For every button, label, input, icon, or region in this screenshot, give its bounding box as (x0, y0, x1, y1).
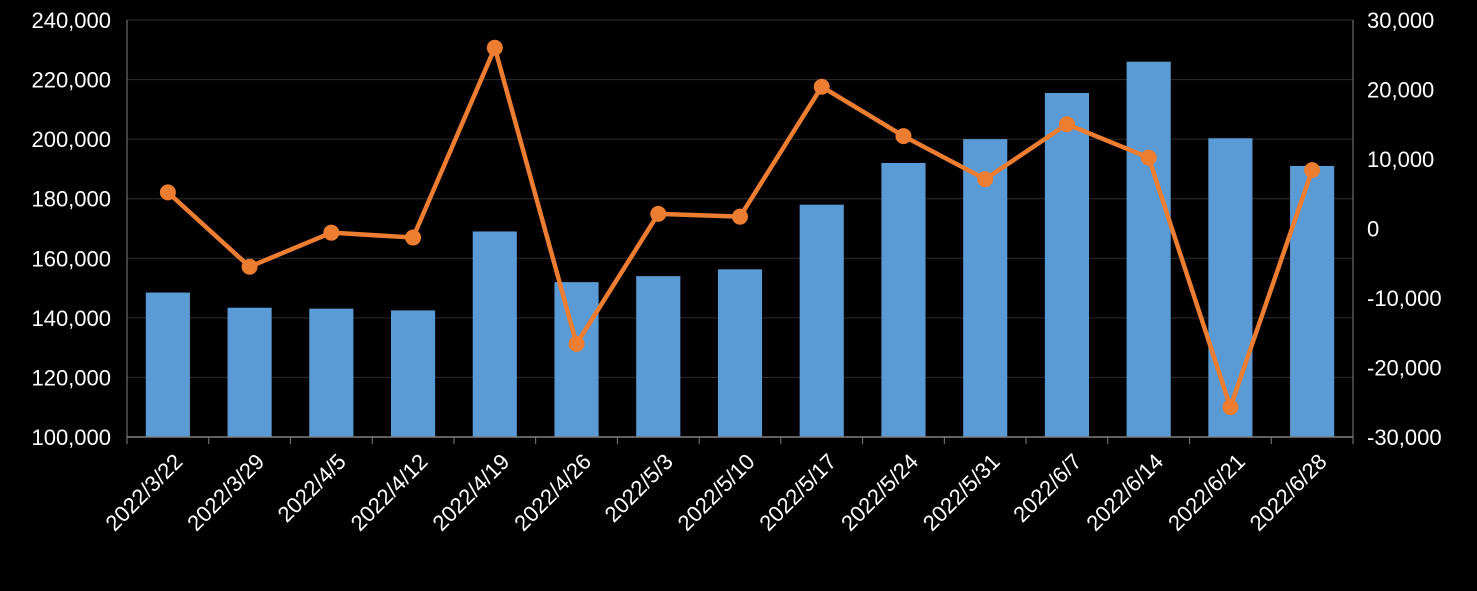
y-axis-left-tick-label: 220,000 (31, 68, 111, 93)
y-axis-left-tick-label: 160,000 (31, 246, 111, 271)
data-point-marker (241, 258, 258, 275)
data-point-marker (323, 224, 340, 241)
x-axis-tick-label: 2022/3/29 (182, 449, 269, 536)
line-series (159, 39, 1321, 416)
y-axis-left-tick-label: 180,000 (31, 187, 111, 212)
y-axis-right-tick-label: 20,000 (1367, 78, 1434, 103)
x-axis-tick-label: 2022/4/12 (346, 449, 433, 536)
x-axis-tick-label: 2022/6/14 (1081, 449, 1168, 536)
x-axis-tick-label: 2022/5/31 (918, 449, 1005, 536)
bar (227, 307, 272, 437)
y-axis-right-tick-label: -20,000 (1367, 356, 1442, 381)
data-point-marker (159, 184, 176, 201)
bar (1208, 138, 1253, 438)
x-axis-tick-label: 2022/6/28 (1245, 449, 1332, 536)
bar (1290, 165, 1335, 437)
data-point-marker (895, 128, 912, 145)
data-point-marker (977, 171, 994, 188)
y-axis-right-labels: -30,000 -20,000 -10,000 0 10,000 20,000 30,000 (1367, 8, 1442, 450)
data-point-marker (1140, 149, 1157, 166)
data-point-marker (568, 335, 585, 352)
y-axis-left-tick-label: 240,000 (31, 8, 111, 33)
bar (309, 308, 354, 437)
x-axis-tick-label: 2022/4/26 (509, 449, 596, 536)
data-point-marker (405, 229, 422, 246)
x-axis-tick-label: 2022/6/21 (1163, 449, 1250, 536)
x-axis-tick-label: 2022/4/19 (427, 449, 514, 536)
x-axis-tick-label: 2022/4/5 (273, 449, 351, 527)
data-point-marker (650, 205, 667, 222)
bar (472, 231, 517, 437)
x-axis-tick-label: 2022/5/3 (600, 449, 678, 527)
y-axis-right-tick-label: 30,000 (1367, 8, 1434, 33)
y-axis-right-tick-label: 0 (1367, 217, 1379, 242)
axis-lines (126, 20, 1354, 444)
bar (963, 139, 1008, 437)
y-axis-left-labels: 100,000 120,000 140,000 160,000 180,000 200,0… (31, 8, 111, 450)
bar (1126, 61, 1171, 437)
data-point-marker (732, 208, 748, 225)
bar (881, 162, 926, 437)
y-axis-right-tick-label: 10,000 (1367, 147, 1434, 172)
bar (799, 204, 844, 437)
bar (554, 282, 599, 437)
x-axis-tick-label: 2022/5/17 (754, 449, 841, 536)
x-axis-tick-label: 2022/3/22 (101, 449, 188, 536)
x-axis-tick-label: 2022/6/7 (1008, 449, 1086, 527)
data-point-marker (1222, 399, 1239, 416)
bar (717, 269, 763, 437)
y-axis-left-tick-label: 200,000 (31, 127, 111, 152)
y-axis-left-tick-label: 120,000 (31, 365, 111, 390)
data-point-marker (486, 39, 503, 56)
y-axis-left-tick-label: 100,000 (31, 425, 111, 450)
bar (390, 310, 436, 437)
bar (145, 292, 190, 437)
x-axis-tick-label: 2022/5/10 (673, 449, 760, 536)
x-axis-tick-label: 2022/5/24 (836, 449, 923, 536)
data-point-marker (1304, 162, 1321, 179)
y-axis-right-tick-label: -30,000 (1367, 425, 1442, 450)
data-point-marker (813, 78, 830, 95)
data-point-marker (1058, 116, 1075, 133)
y-axis-left-tick-label: 140,000 (31, 306, 111, 331)
bar (636, 276, 681, 437)
bar-series (145, 61, 1335, 438)
y-axis-right-tick-label: -10,000 (1367, 286, 1442, 311)
bar (1044, 92, 1090, 437)
